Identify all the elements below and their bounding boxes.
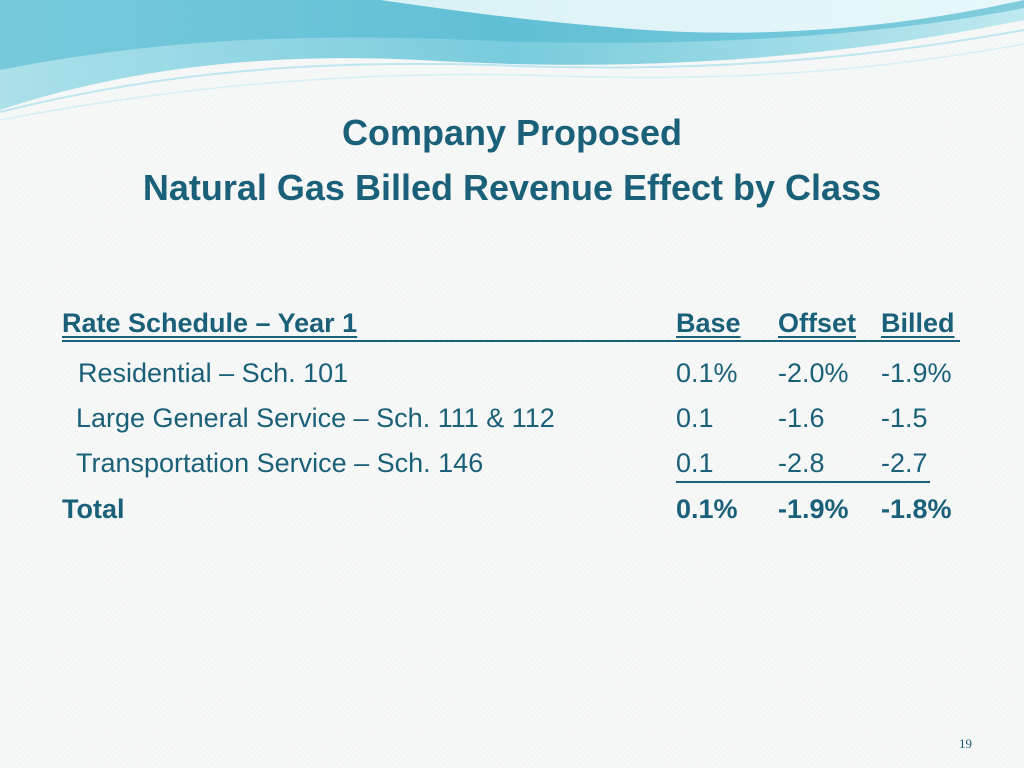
- subtotal-underline: [676, 481, 930, 483]
- slide-title-line1: Company Proposed: [341, 112, 683, 153]
- row-offset-value: -2.0%: [778, 358, 849, 388]
- row-billed-value: -1.9%: [881, 358, 952, 388]
- total-base-value: 0.1%: [676, 494, 738, 524]
- row-label: Residential – Sch. 101: [78, 358, 349, 388]
- total-offset-value: -1.9%: [778, 494, 849, 524]
- row-offset-value: -2.8: [778, 448, 825, 478]
- header-base: Base: [676, 308, 741, 338]
- total-billed-value: -1.8%: [881, 494, 952, 524]
- page-number: 19: [959, 736, 972, 751]
- header-billed: Billed: [881, 308, 955, 338]
- header-wave-decoration: [0, 0, 1024, 121]
- row-base-value: 0.1: [676, 448, 714, 478]
- row-base-value: 0.1: [676, 403, 714, 433]
- header-offset: Offset: [778, 308, 857, 338]
- row-billed-value: -2.7: [881, 448, 928, 478]
- row-label: Transportation Service – Sch. 146: [76, 448, 484, 478]
- header-underline: [62, 340, 960, 342]
- row-base-value: 0.1%: [676, 358, 738, 388]
- header-rate-schedule: Rate Schedule – Year 1: [62, 308, 358, 338]
- slide-title-line2: Natural Gas Billed Revenue Effect by Cla…: [142, 167, 882, 208]
- row-offset-value: -1.6: [778, 403, 825, 433]
- row-label: Large General Service – Sch. 111 & 112: [76, 403, 555, 433]
- total-label: Total: [62, 494, 125, 524]
- row-billed-value: -1.5: [881, 403, 928, 433]
